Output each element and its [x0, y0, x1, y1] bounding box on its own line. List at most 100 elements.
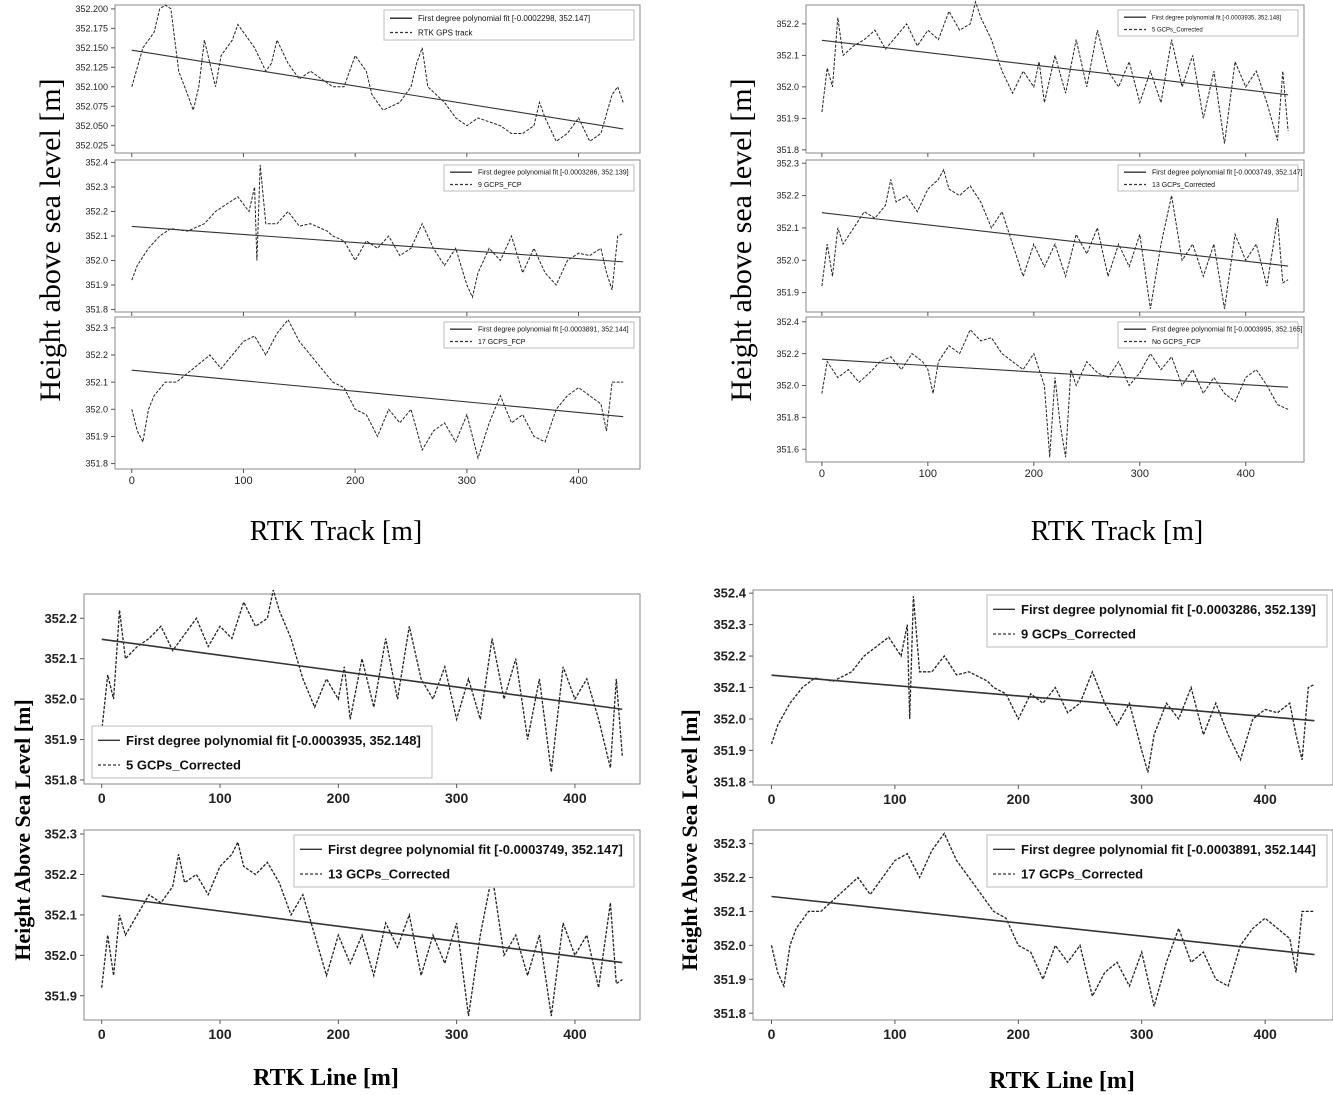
x-tick-label: 300 — [1131, 468, 1149, 480]
y-tick-label: 352.3 — [776, 158, 799, 168]
chart-panel-1: 351.8 351.9 352.0 352.1 352.2 352.3 352.4 First… — [85, 158, 641, 316]
y-tick-label: 352.1 — [85, 377, 108, 387]
y-tick-label: 352.4 — [713, 586, 746, 601]
group-xlabel-top-right: RTK Track [m] — [1031, 516, 1204, 547]
legend-fit-label: First degree polynomial fit [-0.0003935,… — [126, 733, 421, 748]
x-tick-label: 300 — [445, 790, 469, 806]
chart-panel-2: 351.8 351.9 352.0 352.1 352.2 352.3 0 100 200 300… — [85, 316, 641, 487]
x-tick-label: 200 — [346, 475, 364, 487]
y-tick-label: 351.8 — [44, 773, 77, 788]
group-xlabel-bottom-left: RTK Line [m] — [253, 1065, 399, 1091]
x-tick-label: 100 — [919, 468, 937, 480]
y-tick-label: 352.2 — [44, 867, 77, 882]
legend-box — [1117, 321, 1299, 349]
legend-fit-label: First degree polynomial fit [-0.0003891,… — [1021, 842, 1316, 857]
legend-box — [383, 9, 635, 41]
legend-series-label: 5 GCPs_Corrected — [1152, 28, 1203, 34]
series-line — [131, 4, 624, 143]
y-tick-label: 351.9 — [85, 280, 108, 290]
y-tick-label: 352.1 — [713, 904, 746, 919]
series-line — [131, 164, 624, 299]
legend-series-label: 9 GCPS_FCP — [478, 182, 522, 189]
y-tick-label: 351.9 — [44, 988, 77, 1003]
y-tick-label: 352.4 — [776, 317, 799, 327]
legend-series-label: 13 GCPs_Corrected — [1152, 182, 1215, 189]
y-tick-label: 352.0 — [713, 938, 746, 953]
x-tick-label: 0 — [98, 790, 106, 806]
x-tick-label: 400 — [1253, 1026, 1277, 1042]
legend-fit-label: First degree polynomial fit [-0.0002298,… — [418, 14, 590, 23]
chart-panel-0: 352.025 352.050 352.075 352.100 352.125 352.1… — [75, 4, 641, 157]
x-tick-label: 0 — [129, 475, 135, 487]
legend-fit-label: First degree polynomial fit [-0.0003286,… — [1021, 602, 1316, 617]
legend-series-label: No GCPS_FCP — [1152, 339, 1201, 346]
x-tick-label: 0 — [768, 1026, 776, 1042]
y-tick-label: 352.200 — [75, 4, 108, 14]
y-tick-label: 351.8 — [713, 774, 746, 789]
y-tick-label: 352.2 — [776, 349, 799, 359]
legend-fit-label: First degree polynomial fit [-0.0003935,… — [1152, 15, 1281, 21]
y-tick-label: 352.150 — [75, 43, 108, 53]
x-tick-label: 200 — [1025, 468, 1043, 480]
x-tick-label: 300 — [1130, 791, 1154, 807]
y-tick-label: 352.100 — [75, 82, 108, 92]
y-tick-label: 352.3 — [85, 323, 108, 333]
x-tick-label: 100 — [208, 790, 232, 806]
y-tick-label: 352.2 — [713, 649, 746, 664]
y-tick-label: 351.6 — [776, 444, 799, 454]
y-tick-label: 352.0 — [776, 255, 799, 265]
chart-panel-7: 351.9 352.0 352.1 352.2 352.3 0 100 200 300 400 Fi… — [44, 827, 641, 1042]
fit-line — [101, 638, 623, 711]
y-tick-label: 352.3 — [713, 836, 746, 851]
fit-line — [131, 369, 624, 418]
x-tick-label: 0 — [768, 791, 776, 807]
x-tick-label: 300 — [1130, 1026, 1154, 1042]
y-tick-label: 352.2 — [776, 191, 799, 201]
legend-series-label: 9 GCPs_Corrected — [1021, 627, 1136, 642]
legend-box — [293, 834, 635, 888]
fit-line — [771, 895, 1315, 956]
y-tick-label: 352.2 — [44, 611, 77, 626]
y-tick-label: 352.0 — [44, 948, 77, 963]
fit-line — [101, 895, 623, 964]
x-tick-label: 200 — [327, 790, 351, 806]
y-tick-label: 352.0 — [85, 256, 108, 266]
group-ylabel-top-right: Height above sea level [m] — [725, 78, 758, 401]
series-line — [131, 318, 624, 460]
y-tick-label: 352.2 — [713, 870, 746, 885]
y-tick-label: 352.0 — [44, 692, 77, 707]
series-line — [821, 168, 1289, 309]
legend-fit-label: First degree polynomial fit [-0.0003286,… — [478, 170, 629, 177]
fit-line — [821, 358, 1289, 388]
y-tick-label: 352.0 — [776, 82, 799, 92]
y-tick-label: 352.050 — [75, 121, 108, 131]
x-tick-label: 100 — [883, 1026, 907, 1042]
group-ylabel-top-left: Height above sea level [m] — [34, 78, 67, 401]
x-tick-label: 100 — [234, 475, 252, 487]
y-tick-label: 352.1 — [776, 51, 799, 61]
x-tick-label: 400 — [563, 1026, 587, 1042]
y-tick-label: 352.125 — [75, 62, 108, 72]
chart-panel-3: 351.8 351.9 352.0 352.1 352.2 First degree po… — [776, 0, 1305, 157]
y-tick-label: 351.8 — [85, 459, 108, 469]
x-tick-label: 400 — [563, 790, 587, 806]
legend-series-label: 17 GCPS_FCP — [478, 339, 526, 346]
legend-box — [1117, 9, 1299, 37]
y-tick-label: 352.3 — [85, 182, 108, 192]
y-tick-label: 351.9 — [44, 732, 77, 747]
series-line — [821, 328, 1289, 458]
group-ylabel-bottom-left: Height Above Sea Level [m] — [10, 699, 35, 961]
y-tick-label: 351.8 — [776, 145, 799, 155]
y-tick-label: 352.2 — [776, 19, 799, 29]
y-tick-label: 351.9 — [776, 288, 799, 298]
y-tick-label: 352.1 — [776, 223, 799, 233]
group-ylabel-bottom-right: Height Above Sea Level [m] — [677, 709, 702, 971]
y-tick-label: 352.2 — [85, 207, 108, 217]
x-tick-label: 200 — [1007, 1026, 1031, 1042]
x-tick-label: 400 — [1237, 468, 1255, 480]
y-tick-label: 351.8 — [776, 413, 799, 423]
y-tick-label: 352.075 — [75, 101, 108, 111]
x-tick-label: 100 — [883, 791, 907, 807]
y-tick-label: 352.0 — [713, 712, 746, 727]
